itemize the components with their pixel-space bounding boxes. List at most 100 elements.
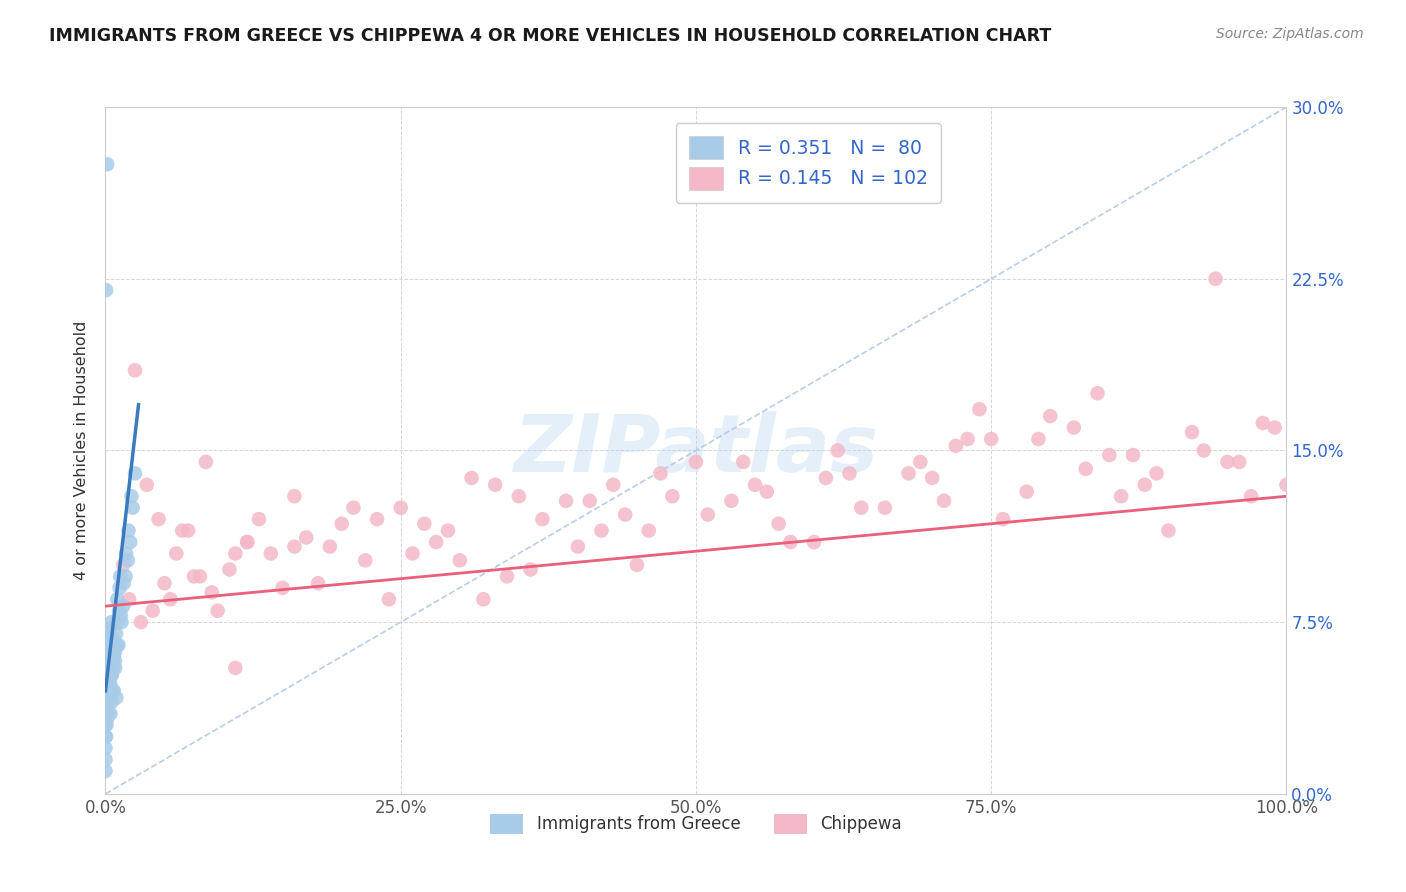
Point bbox=[117, 524, 139, 538]
Point bbox=[112, 576, 135, 591]
Point bbox=[201, 585, 224, 599]
Point bbox=[247, 512, 270, 526]
Point bbox=[307, 576, 329, 591]
Point bbox=[283, 540, 305, 554]
Point bbox=[207, 604, 229, 618]
Point bbox=[1146, 467, 1168, 481]
Point bbox=[97, 654, 120, 668]
Point bbox=[873, 500, 896, 515]
Point bbox=[120, 535, 142, 549]
Point bbox=[96, 661, 118, 675]
Point bbox=[94, 673, 117, 687]
Point bbox=[94, 283, 117, 297]
Point bbox=[98, 673, 121, 687]
Point bbox=[110, 615, 132, 630]
Point bbox=[236, 535, 259, 549]
Point bbox=[96, 718, 118, 732]
Point bbox=[1181, 425, 1204, 439]
Point bbox=[129, 615, 152, 630]
Point bbox=[567, 540, 589, 554]
Point bbox=[827, 443, 849, 458]
Point bbox=[224, 661, 246, 675]
Point bbox=[100, 706, 122, 721]
Point bbox=[591, 524, 613, 538]
Point bbox=[100, 661, 122, 675]
Point bbox=[260, 546, 283, 561]
Point bbox=[98, 622, 121, 636]
Point bbox=[97, 673, 120, 687]
Point bbox=[295, 531, 318, 545]
Point bbox=[1074, 462, 1097, 476]
Point bbox=[626, 558, 648, 572]
Point bbox=[614, 508, 637, 522]
Point bbox=[96, 631, 118, 645]
Point bbox=[378, 592, 401, 607]
Point bbox=[685, 455, 707, 469]
Point bbox=[1028, 432, 1050, 446]
Point bbox=[401, 546, 423, 561]
Point bbox=[96, 157, 118, 171]
Point bbox=[120, 489, 142, 503]
Point bbox=[283, 489, 305, 503]
Point bbox=[460, 471, 482, 485]
Point bbox=[921, 471, 943, 485]
Point bbox=[932, 493, 955, 508]
Point bbox=[153, 576, 176, 591]
Point bbox=[94, 699, 117, 714]
Point bbox=[96, 677, 118, 691]
Point bbox=[96, 673, 118, 687]
Point bbox=[108, 604, 131, 618]
Point bbox=[101, 631, 124, 645]
Point bbox=[104, 661, 127, 675]
Point bbox=[98, 677, 121, 691]
Point bbox=[96, 647, 118, 661]
Point bbox=[194, 455, 217, 469]
Point bbox=[508, 489, 530, 503]
Point bbox=[744, 478, 766, 492]
Point bbox=[98, 638, 121, 652]
Point bbox=[1015, 484, 1038, 499]
Point bbox=[96, 668, 118, 682]
Point bbox=[188, 569, 211, 583]
Point bbox=[94, 638, 117, 652]
Point bbox=[980, 432, 1002, 446]
Point bbox=[97, 683, 120, 698]
Point bbox=[110, 608, 132, 623]
Point bbox=[472, 592, 495, 607]
Point bbox=[101, 683, 124, 698]
Point bbox=[101, 661, 124, 675]
Point bbox=[1098, 448, 1121, 462]
Point bbox=[110, 569, 132, 583]
Point bbox=[578, 493, 600, 508]
Point bbox=[107, 638, 129, 652]
Text: ZIPatlas: ZIPatlas bbox=[513, 411, 879, 490]
Point bbox=[1133, 478, 1156, 492]
Text: IMMIGRANTS FROM GREECE VS CHIPPEWA 4 OR MORE VEHICLES IN HOUSEHOLD CORRELATION C: IMMIGRANTS FROM GREECE VS CHIPPEWA 4 OR … bbox=[49, 27, 1052, 45]
Point bbox=[94, 718, 117, 732]
Point bbox=[437, 524, 460, 538]
Point bbox=[96, 695, 118, 709]
Point bbox=[117, 553, 139, 567]
Point bbox=[602, 478, 624, 492]
Point bbox=[803, 535, 825, 549]
Point bbox=[165, 546, 187, 561]
Point bbox=[897, 467, 920, 481]
Point bbox=[124, 467, 146, 481]
Point bbox=[1240, 489, 1263, 503]
Point bbox=[1157, 524, 1180, 538]
Point bbox=[637, 524, 659, 538]
Point bbox=[98, 677, 121, 691]
Point bbox=[107, 638, 129, 652]
Point bbox=[121, 500, 143, 515]
Point bbox=[319, 540, 342, 554]
Point bbox=[969, 402, 991, 417]
Point bbox=[97, 626, 120, 640]
Point bbox=[838, 467, 860, 481]
Point bbox=[148, 512, 170, 526]
Point bbox=[1109, 489, 1132, 503]
Point bbox=[94, 764, 117, 778]
Point bbox=[496, 569, 519, 583]
Point bbox=[104, 654, 127, 668]
Point bbox=[97, 661, 120, 675]
Point bbox=[991, 512, 1014, 526]
